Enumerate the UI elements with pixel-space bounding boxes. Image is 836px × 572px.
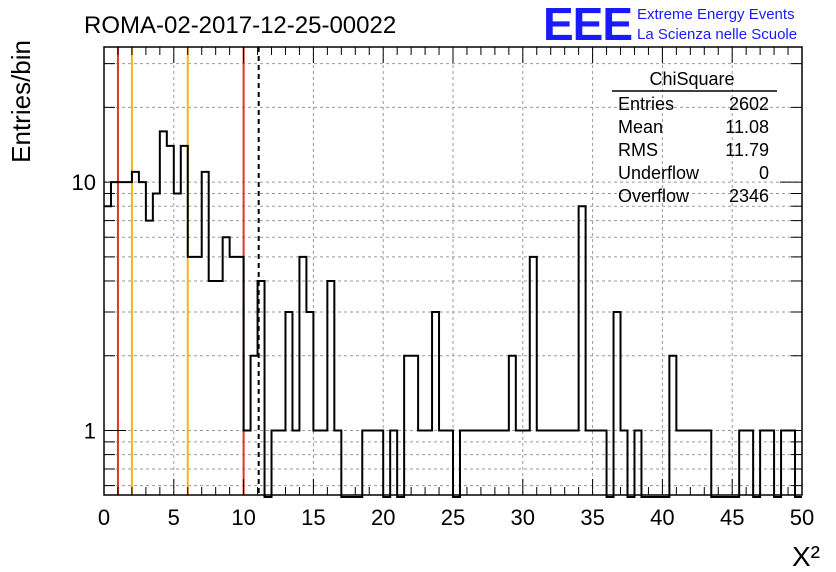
x-tick-label: 45 [720, 505, 744, 530]
x-tick-label: 25 [441, 505, 465, 530]
eee-logo: EEE Extreme Energy Events La Scienza nel… [543, 0, 797, 50]
stats-value-rms: 11.79 [725, 140, 769, 160]
x-tick-label: 0 [98, 505, 110, 530]
y-axis-label: Entries/bin [6, 40, 36, 163]
axis-ticks [103, 47, 803, 495]
stats-value-overflow: 2346 [729, 186, 769, 206]
stats-title: ChiSquare [649, 69, 734, 89]
chart-title: ROMA-02-2017-12-25-00022 [84, 12, 396, 39]
stats-value-mean: 11.08 [725, 117, 769, 137]
x-tick-labels: 0 5 10 15 20 25 30 35 40 45 50 [98, 505, 814, 530]
x-tick-label: 20 [371, 505, 395, 530]
x-axis-label: X² [792, 541, 820, 572]
stats-label-overflow: Overflow [618, 186, 690, 206]
x-tick-label: 40 [650, 505, 674, 530]
x-tick-label: 5 [168, 505, 180, 530]
x-tick-label: 15 [301, 505, 325, 530]
logo-mark: EEE [543, 0, 632, 50]
x-tick-label: 50 [790, 505, 814, 530]
stats-value-entries: 2602 [729, 94, 769, 114]
histogram-series [104, 130, 802, 498]
x-tick-label: 30 [511, 505, 535, 530]
stats-label-rms: RMS [618, 140, 658, 160]
stats-label-underflow: Underflow [618, 163, 700, 183]
y-tick-labels: 1 10 [72, 170, 96, 443]
y-tick-label: 1 [84, 419, 96, 444]
stats-label-mean: Mean [618, 117, 663, 137]
stats-value-underflow: 0 [759, 163, 769, 183]
logo-line-1: Extreme Energy Events [637, 6, 795, 23]
logo-line-2: La Scienza nelle Scuole [637, 26, 797, 43]
stats-box: ChiSquare Entries 2602 Mean 11.08 RMS 11… [612, 69, 777, 206]
stats-label-entries: Entries [618, 94, 674, 114]
y-tick-label: 10 [72, 170, 96, 195]
x-tick-label: 10 [231, 505, 255, 530]
x-tick-label: 35 [580, 505, 604, 530]
